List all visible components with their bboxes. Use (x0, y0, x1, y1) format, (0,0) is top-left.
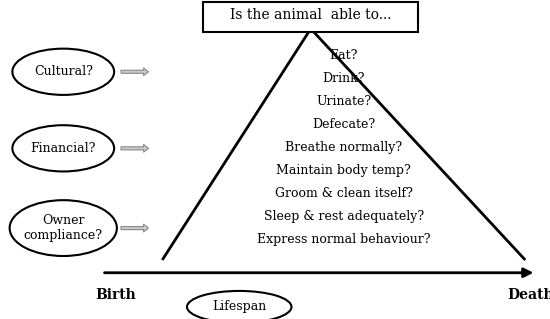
Text: Drink?: Drink? (322, 72, 365, 85)
Text: Owner
compliance?: Owner compliance? (24, 214, 103, 242)
Text: Defecate?: Defecate? (312, 118, 375, 131)
Text: Breathe normally?: Breathe normally? (285, 141, 402, 154)
Text: Lifespan: Lifespan (212, 300, 266, 313)
Text: Cultural?: Cultural? (34, 65, 93, 78)
Text: Groom & clean itself?: Groom & clean itself? (275, 187, 412, 200)
Text: Birth: Birth (95, 288, 136, 302)
Text: Death: Death (508, 288, 550, 302)
Text: Express normal behaviour?: Express normal behaviour? (257, 233, 431, 246)
Ellipse shape (12, 49, 114, 95)
Text: Sleep & rest adequately?: Sleep & rest adequately? (263, 210, 424, 223)
FancyBboxPatch shape (204, 2, 418, 32)
Text: Financial?: Financial? (31, 142, 96, 155)
Text: Urinate?: Urinate? (316, 95, 371, 108)
Text: Is the animal  able to...: Is the animal able to... (230, 8, 392, 22)
Ellipse shape (187, 291, 292, 319)
Ellipse shape (10, 200, 117, 256)
Text: Eat?: Eat? (329, 49, 358, 62)
Ellipse shape (12, 125, 114, 171)
Text: Maintain body temp?: Maintain body temp? (276, 164, 411, 177)
